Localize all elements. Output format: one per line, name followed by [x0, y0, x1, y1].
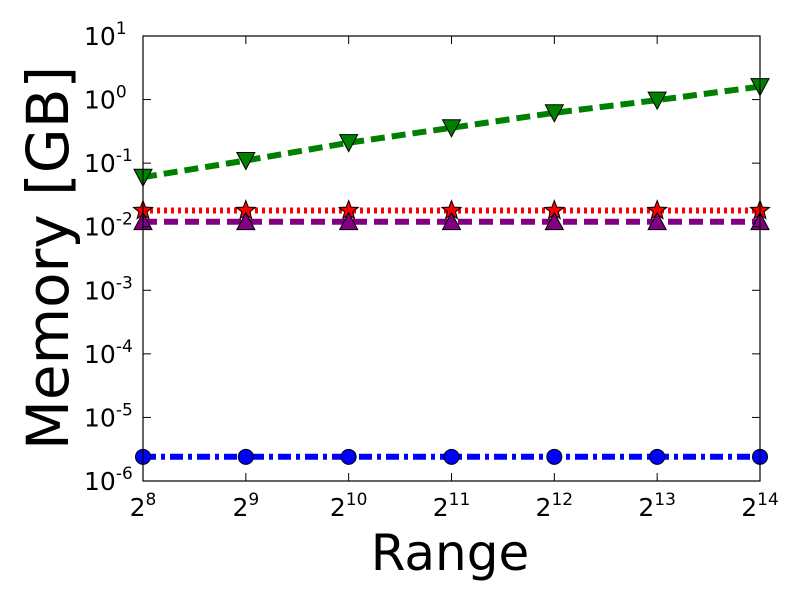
data-point-circle — [443, 448, 460, 465]
data-point-circle — [649, 448, 666, 465]
x-axis-label: Range — [371, 524, 529, 582]
y-tick-label: 100 — [84, 83, 127, 115]
series-0 — [133, 78, 770, 188]
x-tick-label: 212 — [536, 490, 574, 522]
data-point-triangle-up — [544, 211, 565, 231]
x-tick-label: 29 — [232, 490, 259, 522]
data-point-triangle-up — [647, 211, 667, 231]
data-point-circle — [237, 448, 254, 465]
x-tick-label: 28 — [130, 490, 157, 522]
y-tick-label: 10-6 — [84, 464, 133, 496]
plot-frame — [142, 35, 761, 482]
y-tick-label: 10-4 — [84, 337, 133, 369]
data-point-circle — [546, 448, 563, 465]
x-tick-label: 211 — [433, 490, 471, 522]
data-point-triangle-up — [338, 211, 359, 231]
y-tick-label: 10-5 — [84, 400, 133, 432]
series-layer — [132, 78, 771, 465]
data-point-circle — [340, 448, 357, 465]
x-tick-label: 214 — [741, 490, 779, 522]
y-tick-label: 10-1 — [84, 146, 133, 178]
series-2 — [133, 211, 770, 231]
ticks-layer: 28 29 210 211 212 213 214 101 100 10-1 10-2 10-3 10-… — [84, 19, 779, 522]
y-tick-label: 10-2 — [84, 210, 133, 242]
data-point-triangle-down — [544, 104, 565, 123]
y-axis-label: Memory [GB] — [14, 66, 82, 450]
data-point-triangle-down — [236, 152, 256, 171]
series-3 — [135, 448, 768, 465]
x-tick-label: 210 — [330, 490, 368, 522]
y-tick-label: 10-3 — [84, 273, 133, 305]
y-tick-label: 101 — [84, 19, 127, 51]
data-point-triangle-down — [647, 91, 667, 111]
data-point-triangle-up — [236, 211, 256, 231]
data-point-triangle-up — [441, 211, 462, 231]
data-point-triangle-down — [441, 119, 462, 138]
x-tick-label: 213 — [638, 490, 676, 522]
data-point-triangle-down — [338, 134, 359, 153]
